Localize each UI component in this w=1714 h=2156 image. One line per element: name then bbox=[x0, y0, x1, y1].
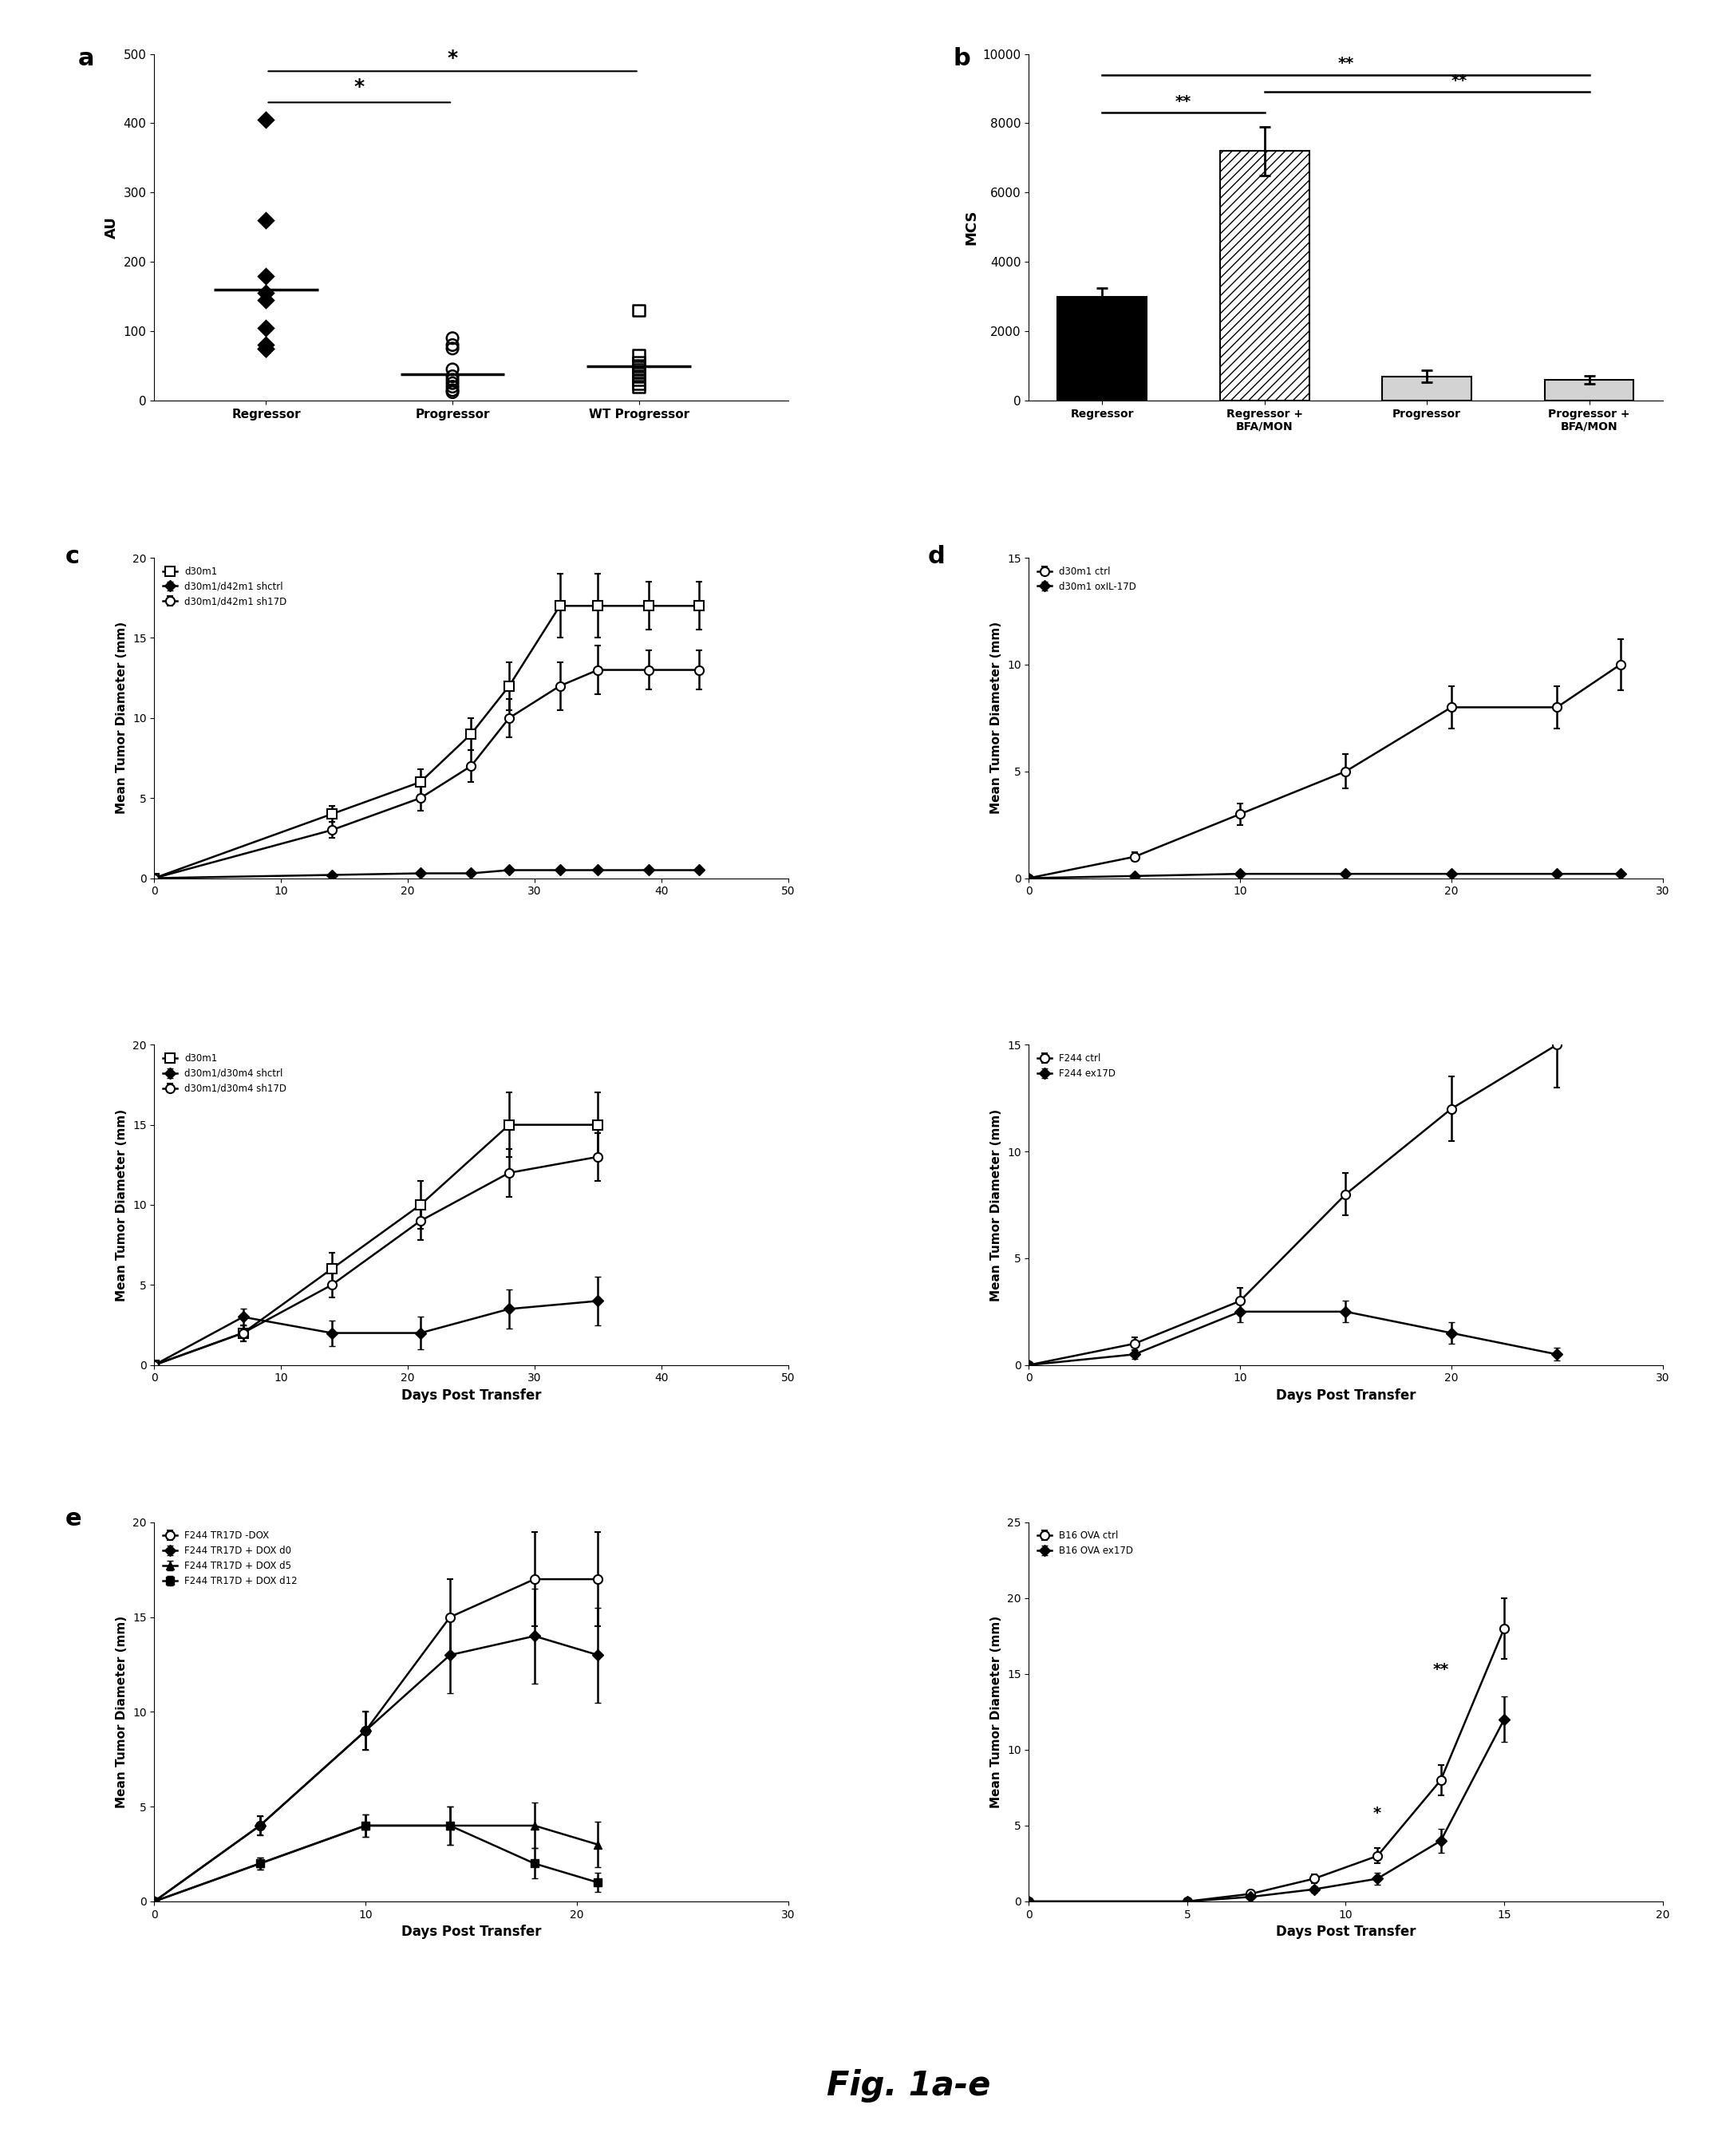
Text: **: ** bbox=[1433, 1662, 1448, 1677]
Point bbox=[252, 103, 279, 138]
Point bbox=[252, 332, 279, 367]
Point bbox=[252, 259, 279, 293]
Point bbox=[252, 332, 279, 367]
Text: **: ** bbox=[1337, 56, 1354, 71]
Y-axis label: Mean Tumor Diameter (mm): Mean Tumor Diameter (mm) bbox=[991, 1615, 1003, 1809]
Point bbox=[626, 293, 653, 328]
Point bbox=[252, 282, 279, 317]
Point bbox=[439, 367, 466, 401]
Text: Fig. 1a-e: Fig. 1a-e bbox=[826, 2070, 991, 2102]
Text: e: e bbox=[65, 1507, 82, 1531]
Point bbox=[626, 369, 653, 403]
Text: c: c bbox=[65, 545, 81, 569]
X-axis label: Days Post Transfer: Days Post Transfer bbox=[1275, 1388, 1416, 1404]
Y-axis label: Mean Tumor Diameter (mm): Mean Tumor Diameter (mm) bbox=[117, 1108, 129, 1300]
Text: *: * bbox=[355, 78, 365, 97]
Point bbox=[252, 203, 279, 237]
Point bbox=[439, 369, 466, 403]
Legend: B16 OVA ctrl, B16 OVA ex17D: B16 OVA ctrl, B16 OVA ex17D bbox=[1034, 1526, 1136, 1561]
Point bbox=[626, 345, 653, 379]
Point bbox=[626, 367, 653, 401]
Bar bbox=[1381, 377, 1472, 401]
Bar bbox=[1058, 298, 1147, 401]
Point bbox=[439, 321, 466, 356]
X-axis label: Days Post Transfer: Days Post Transfer bbox=[401, 1925, 542, 1938]
X-axis label: Days Post Transfer: Days Post Transfer bbox=[1275, 1925, 1416, 1938]
Point bbox=[626, 351, 653, 386]
Point bbox=[626, 356, 653, 390]
Point bbox=[439, 351, 466, 386]
Bar bbox=[1220, 151, 1309, 401]
Text: *: * bbox=[1373, 1807, 1381, 1822]
Y-axis label: Mean Tumor Diameter (mm): Mean Tumor Diameter (mm) bbox=[991, 1108, 1003, 1300]
Legend: d30m1, d30m1/d42m1 shctrl, d30m1/d42m1 sh17D: d30m1, d30m1/d42m1 shctrl, d30m1/d42m1 s… bbox=[159, 563, 290, 610]
Point bbox=[626, 349, 653, 384]
Text: a: a bbox=[79, 47, 94, 71]
Y-axis label: Mean Tumor Diameter (mm): Mean Tumor Diameter (mm) bbox=[991, 621, 1003, 815]
Point bbox=[439, 375, 466, 410]
Point bbox=[439, 332, 466, 367]
Point bbox=[439, 373, 466, 407]
Y-axis label: Mean Tumor Diameter (mm): Mean Tumor Diameter (mm) bbox=[117, 1615, 129, 1809]
Text: *: * bbox=[447, 50, 458, 67]
Point bbox=[626, 360, 653, 395]
Point bbox=[252, 328, 279, 362]
Point bbox=[439, 360, 466, 395]
Bar bbox=[1544, 379, 1633, 401]
Y-axis label: Mean Tumor Diameter (mm): Mean Tumor Diameter (mm) bbox=[117, 621, 129, 815]
Y-axis label: MCS: MCS bbox=[963, 209, 979, 246]
Point bbox=[252, 310, 279, 345]
Legend: F244 ctrl, F244 ex17D: F244 ctrl, F244 ex17D bbox=[1034, 1050, 1119, 1082]
Point bbox=[439, 328, 466, 362]
X-axis label: Days Post Transfer: Days Post Transfer bbox=[401, 1388, 542, 1404]
Text: **: ** bbox=[1452, 73, 1467, 88]
Legend: d30m1 ctrl, d30m1 oxIL-17D: d30m1 ctrl, d30m1 oxIL-17D bbox=[1034, 563, 1140, 595]
Point bbox=[626, 338, 653, 373]
Text: **: ** bbox=[1176, 95, 1191, 110]
Text: d: d bbox=[927, 545, 944, 569]
Point bbox=[439, 362, 466, 397]
Point bbox=[626, 362, 653, 397]
Y-axis label: AU: AU bbox=[105, 216, 118, 239]
Legend: F244 TR17D -DOX, F244 TR17D + DOX d0, F244 TR17D + DOX d5, F244 TR17D + DOX d12: F244 TR17D -DOX, F244 TR17D + DOX d0, F2… bbox=[159, 1526, 302, 1591]
Text: b: b bbox=[953, 47, 970, 71]
Point bbox=[252, 276, 279, 310]
Legend: d30m1, d30m1/d30m4 shctrl, d30m1/d30m4 sh17D: d30m1, d30m1/d30m4 shctrl, d30m1/d30m4 s… bbox=[159, 1050, 290, 1097]
